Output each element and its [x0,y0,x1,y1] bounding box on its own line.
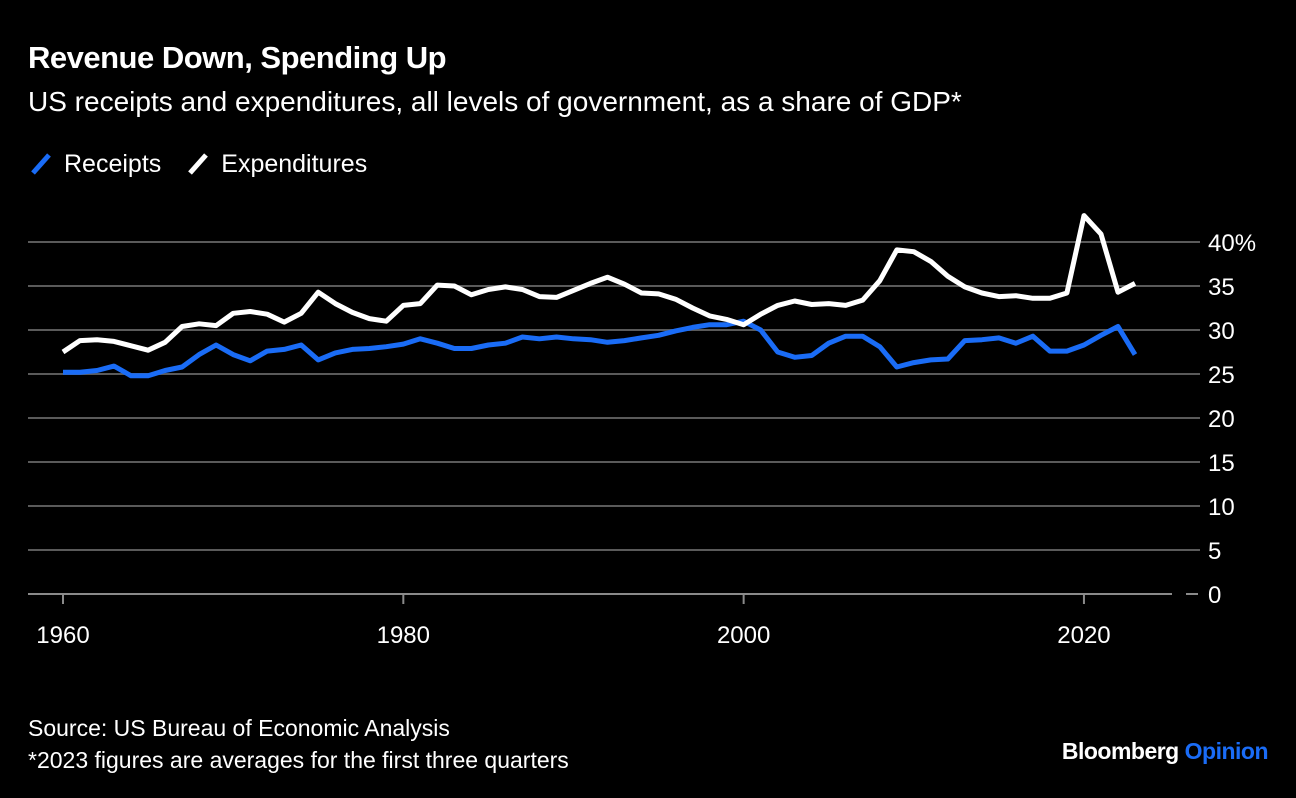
brand-name: Bloomberg [1061,738,1179,764]
y-tick-label: 10 [1208,494,1235,521]
legend-item-receipts: Receipts [28,150,161,179]
y-tick-label: 20 [1208,406,1235,433]
x-tick-label: 2000 [717,622,770,649]
legend-label-receipts: Receipts [64,149,162,178]
expenditures-swatch-stroke [188,153,209,175]
x-tick-label: 2020 [1057,622,1110,649]
y-tick-label: 15 [1208,450,1235,477]
chart-footer: Source: US Bureau of Economic Analysis *… [28,712,569,776]
y-axis: 0 5 10 15 20 25 30 35 40% [1208,230,1256,609]
y-tick-label: 35 [1208,274,1235,301]
y-tick-label: 5 [1208,538,1221,565]
y-tick-label: 0 [1208,582,1221,609]
chart-subtitle: US receipts and expenditures, all levels… [28,86,962,117]
x-tick-label: 1960 [36,622,89,649]
legend-item-expenditures: Expenditures [185,150,367,179]
series-line-receipts [63,318,1138,379]
receipts-legend-swatch-icon [31,153,51,175]
legend-label-expenditures: Expenditures [221,149,368,178]
y-tick-label: 25 [1208,362,1235,389]
x-axis: 1960 1980 2000 2020 [36,594,1111,649]
gridlines [28,241,1200,595]
receipts-swatch-stroke [31,153,51,175]
brand-logo: Bloomberg Opinion [1061,738,1269,765]
x-tick-label: 1980 [377,622,430,649]
y-tick-label: 30 [1208,318,1235,345]
chart-legend: Receipts Expenditures [28,146,391,182]
expenditures-legend-swatch-icon [188,153,209,175]
series-line-expenditures [61,213,1137,355]
series-lines [61,213,1138,379]
brand-section: Opinion [1184,738,1269,764]
y-tick-label: 40% [1208,230,1256,257]
footnote: *2023 figures are averages for the first… [28,747,569,773]
source-note: Source: US Bureau of Economic Analysis [28,715,450,741]
chart-title: Revenue Down, Spending Up [28,40,447,75]
